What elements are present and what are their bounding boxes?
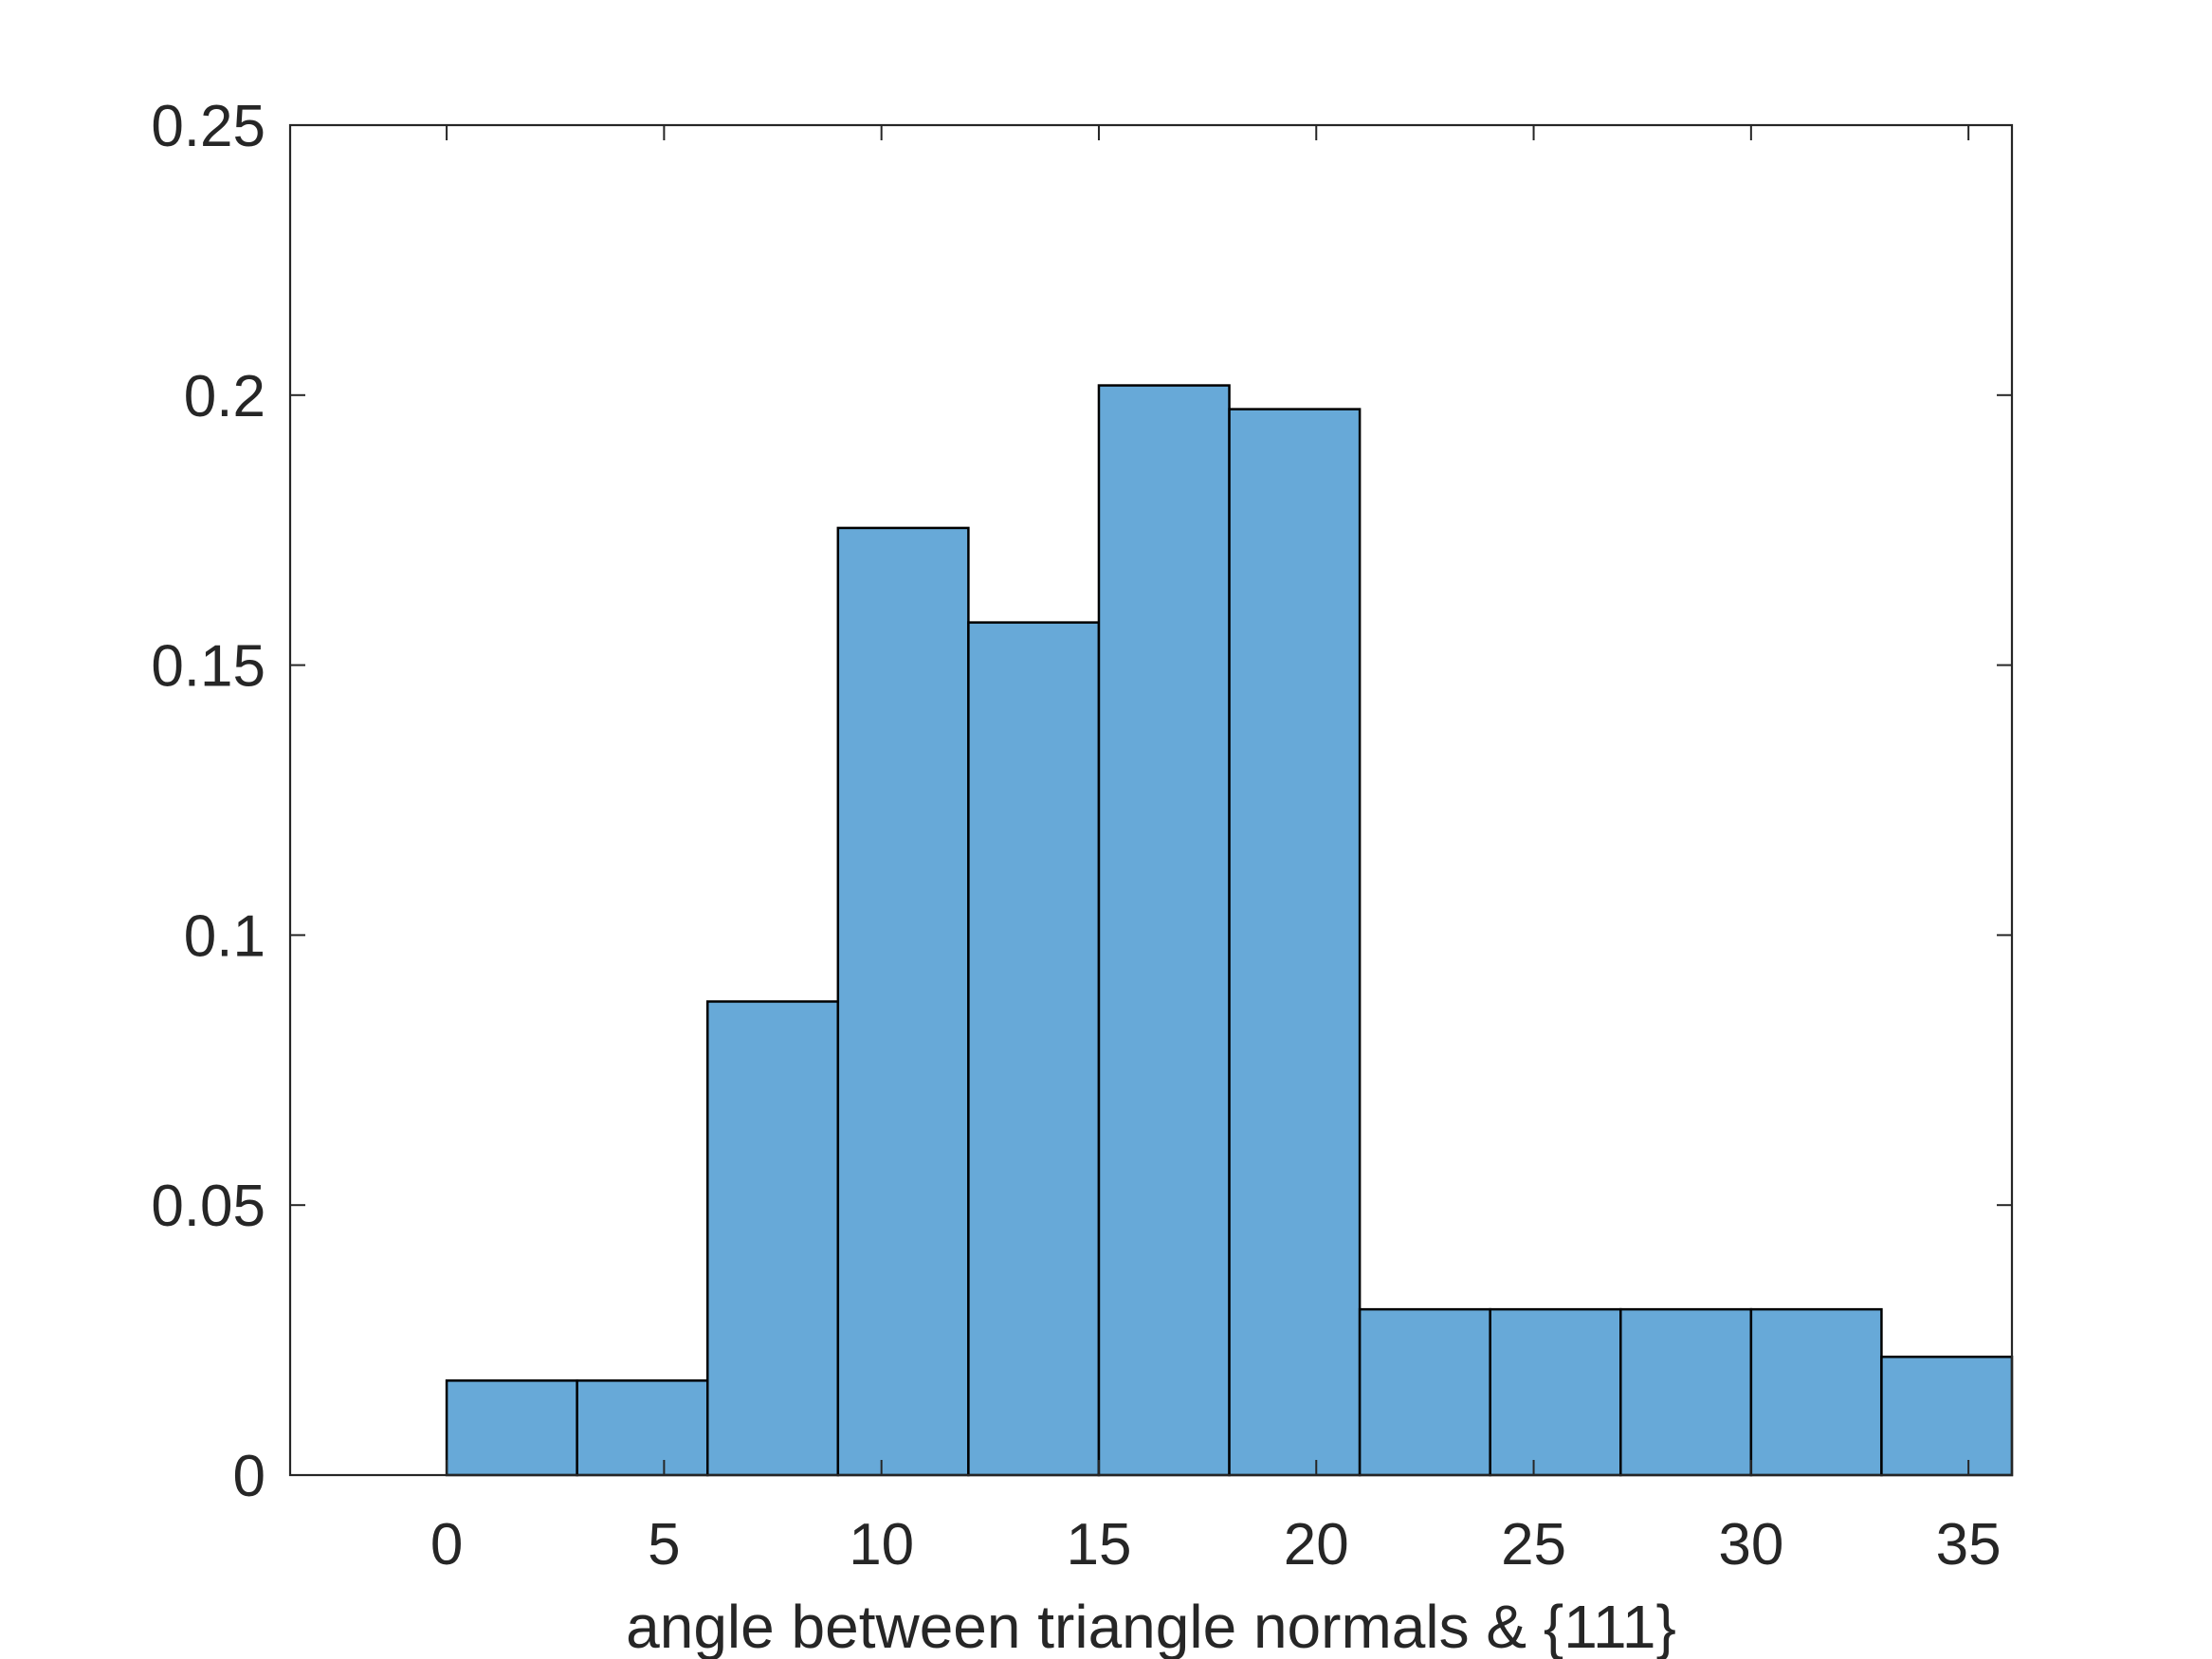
x-tick-label: 5 xyxy=(648,1512,680,1577)
x-tick-label: 15 xyxy=(1066,1512,1131,1577)
x-tick-label: 25 xyxy=(1501,1512,1566,1577)
histogram-bar xyxy=(576,1379,709,1477)
x-tick-label: 10 xyxy=(849,1512,914,1577)
y-tick-labels: 0 0.05 0.1 0.15 0.2 0.25 xyxy=(151,94,265,1509)
y-tick-label: 0.25 xyxy=(151,94,265,159)
histogram-bar xyxy=(705,1000,840,1477)
histogram-bar xyxy=(1358,1307,1491,1477)
histogram-bar xyxy=(836,526,970,1477)
histogram-bar xyxy=(1097,384,1231,1477)
plot-frame xyxy=(288,123,2014,1477)
y-tick-label: 0.05 xyxy=(151,1174,265,1239)
y-tick-label: 0 xyxy=(233,1444,265,1509)
histogram-bar xyxy=(967,621,1101,1477)
x-tick-label: 20 xyxy=(1284,1512,1349,1577)
histogram-bars xyxy=(445,384,2014,1477)
y-tick-label: 0.1 xyxy=(184,903,265,969)
y-tick-label: 0.15 xyxy=(151,634,265,700)
histogram-bar xyxy=(1489,1307,1622,1477)
x-tick-label: 35 xyxy=(1936,1512,2002,1577)
histogram-bar xyxy=(445,1379,578,1477)
x-axis-label: angle between triangle normals & {111} xyxy=(626,1593,1676,1659)
x-tick-label: 30 xyxy=(1718,1512,1783,1577)
x-tick-label: 0 xyxy=(430,1512,463,1577)
histogram-bar xyxy=(1880,1356,2014,1477)
histogram-bar xyxy=(1228,408,1362,1477)
y-tick-label: 0.2 xyxy=(184,364,265,429)
x-tick-labels: 0 5 10 15 20 25 30 35 xyxy=(430,1512,2002,1577)
histogram-bar xyxy=(1749,1307,1883,1477)
histogram-bar xyxy=(1619,1307,1753,1477)
